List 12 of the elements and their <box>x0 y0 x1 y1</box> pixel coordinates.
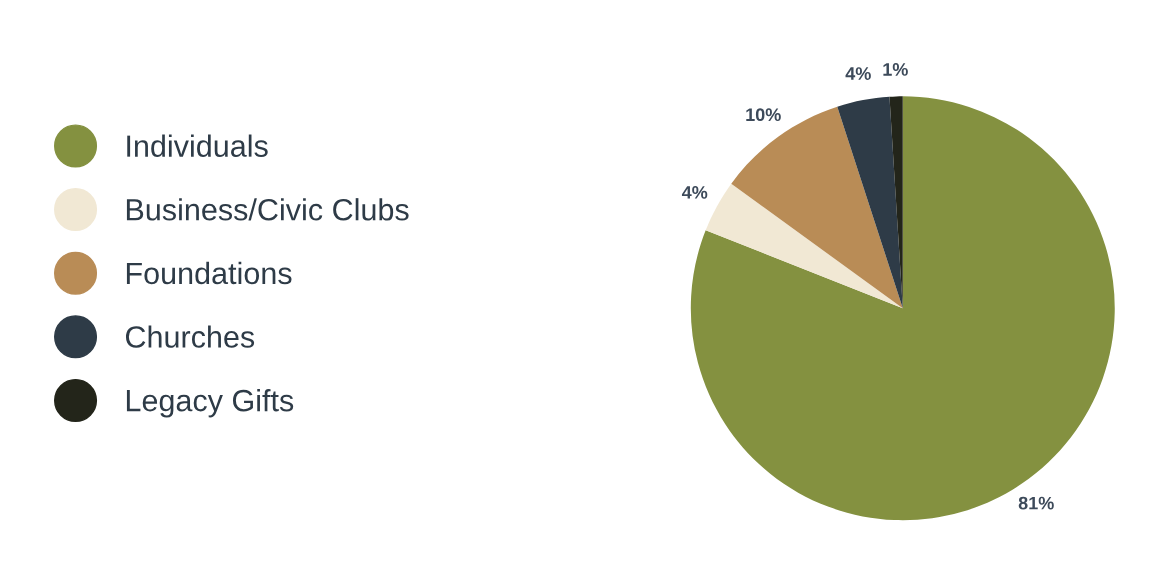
data-label: 1% <box>883 63 908 76</box>
data-label: 4% <box>681 186 708 199</box>
data-label: 4% <box>845 67 871 80</box>
legend-label: Individuals <box>127 134 268 157</box>
pie-slice <box>731 106 903 309</box>
data-label: 10% <box>746 108 781 122</box>
pie-slice <box>837 96 903 309</box>
legend-label: Churches <box>125 325 255 348</box>
legend-label: Foundations <box>126 261 292 285</box>
legend-label: Business/Civic Clubs <box>126 198 409 221</box>
legend-label: Legacy Gifts <box>126 389 294 418</box>
data-label: 81% <box>1018 496 1054 510</box>
